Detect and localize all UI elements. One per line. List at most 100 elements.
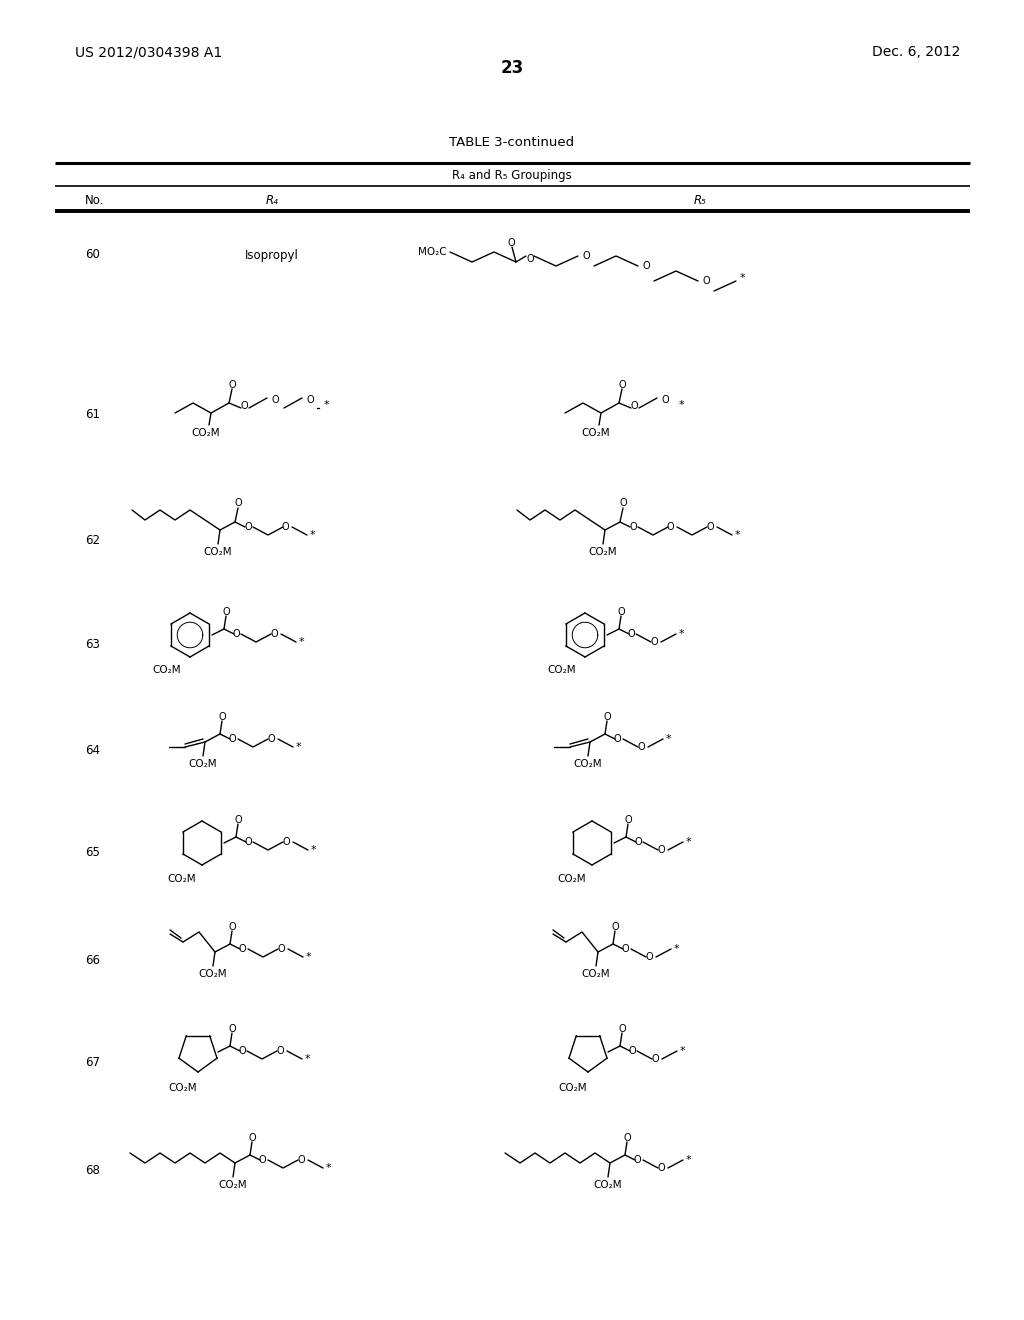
Text: CO₂M: CO₂M: [199, 969, 227, 979]
Text: O: O: [622, 944, 629, 954]
Text: O: O: [613, 734, 621, 744]
Text: MO₂C: MO₂C: [419, 247, 447, 257]
Text: O: O: [628, 1045, 636, 1056]
Text: O: O: [234, 814, 242, 825]
Text: CO₂M: CO₂M: [191, 428, 220, 438]
Text: *: *: [734, 531, 739, 540]
Text: O: O: [248, 1133, 256, 1143]
Text: O: O: [630, 401, 638, 411]
Text: O: O: [228, 921, 236, 932]
Text: 23: 23: [501, 59, 523, 77]
Text: O: O: [618, 1024, 626, 1034]
Text: O: O: [627, 630, 635, 639]
Text: 67: 67: [85, 1056, 100, 1068]
Text: CO₂M: CO₂M: [219, 1180, 248, 1191]
Text: O: O: [276, 1045, 284, 1056]
Text: O: O: [241, 401, 248, 411]
Text: O: O: [651, 1053, 658, 1064]
Text: *: *: [666, 734, 671, 744]
Text: O: O: [222, 607, 229, 616]
Text: O: O: [617, 607, 625, 616]
Text: O: O: [642, 261, 650, 271]
Text: O: O: [271, 395, 279, 405]
Text: CO₂M: CO₂M: [558, 874, 587, 884]
Text: O: O: [228, 734, 236, 744]
Text: *: *: [298, 638, 304, 647]
Text: O: O: [270, 630, 278, 639]
Text: O: O: [244, 521, 252, 532]
Text: O: O: [306, 395, 313, 405]
Text: O: O: [232, 630, 240, 639]
Text: 65: 65: [85, 846, 100, 858]
Text: No.: No.: [85, 194, 104, 206]
Text: 60: 60: [85, 248, 100, 261]
Text: O: O: [267, 734, 274, 744]
Text: O: O: [657, 845, 665, 855]
Text: TABLE 3-continued: TABLE 3-continued: [450, 136, 574, 149]
Text: O: O: [244, 837, 252, 847]
Text: O: O: [228, 380, 236, 389]
Text: O: O: [650, 638, 657, 647]
Text: CO₂M: CO₂M: [582, 428, 610, 438]
Text: CO₂M: CO₂M: [582, 969, 610, 979]
Text: *: *: [324, 400, 329, 411]
Text: O: O: [620, 498, 627, 508]
Text: *: *: [678, 630, 684, 639]
Text: R₄: R₄: [265, 194, 279, 206]
Text: US 2012/0304398 A1: US 2012/0304398 A1: [75, 45, 222, 59]
Text: O: O: [667, 521, 674, 532]
Text: O: O: [618, 380, 626, 389]
Text: *: *: [679, 1045, 685, 1056]
Text: R₄ and R₅ Groupings: R₄ and R₅ Groupings: [453, 169, 571, 182]
Text: *: *: [326, 1163, 331, 1173]
Text: CO₂M: CO₂M: [573, 759, 602, 770]
Text: *: *: [678, 400, 684, 411]
Text: *: *: [304, 1053, 310, 1064]
Text: *: *: [673, 944, 679, 954]
Text: O: O: [633, 1155, 641, 1166]
Text: O: O: [228, 1024, 236, 1034]
Text: O: O: [634, 837, 642, 847]
Text: Dec. 6, 2012: Dec. 6, 2012: [871, 45, 961, 59]
Text: O: O: [297, 1155, 305, 1166]
Text: O: O: [507, 238, 515, 248]
Text: O: O: [283, 837, 290, 847]
Text: *: *: [310, 845, 315, 855]
Text: O: O: [702, 276, 710, 286]
Text: 64: 64: [85, 743, 100, 756]
Text: R₅: R₅: [693, 194, 707, 206]
Text: O: O: [645, 952, 653, 962]
Text: O: O: [218, 711, 226, 722]
Text: O: O: [629, 521, 637, 532]
Text: O: O: [278, 944, 285, 954]
Text: O: O: [625, 814, 632, 825]
Text: *: *: [309, 531, 314, 540]
Text: CO₂M: CO₂M: [548, 665, 577, 675]
Text: 62: 62: [85, 533, 100, 546]
Text: O: O: [239, 944, 246, 954]
Text: CO₂M: CO₂M: [169, 1082, 198, 1093]
Text: O: O: [234, 498, 242, 508]
Text: O: O: [239, 1045, 246, 1056]
Text: CO₂M: CO₂M: [204, 546, 232, 557]
Text: O: O: [583, 251, 590, 261]
Text: O: O: [662, 395, 669, 405]
Text: O: O: [258, 1155, 266, 1166]
Text: *: *: [685, 837, 691, 847]
Text: CO₂M: CO₂M: [168, 874, 197, 884]
Text: O: O: [707, 521, 714, 532]
Text: 68: 68: [85, 1163, 100, 1176]
Text: *: *: [295, 742, 301, 752]
Text: CO₂M: CO₂M: [153, 665, 181, 675]
Text: 66: 66: [85, 953, 100, 966]
Text: CO₂M: CO₂M: [589, 546, 617, 557]
Text: O: O: [526, 253, 534, 264]
Text: O: O: [624, 1133, 631, 1143]
Text: CO₂M: CO₂M: [559, 1082, 588, 1093]
Text: O: O: [657, 1163, 665, 1173]
Text: O: O: [637, 742, 645, 752]
Text: *: *: [305, 952, 311, 962]
Text: O: O: [611, 921, 618, 932]
Text: *: *: [685, 1155, 691, 1166]
Text: CO₂M: CO₂M: [594, 1180, 623, 1191]
